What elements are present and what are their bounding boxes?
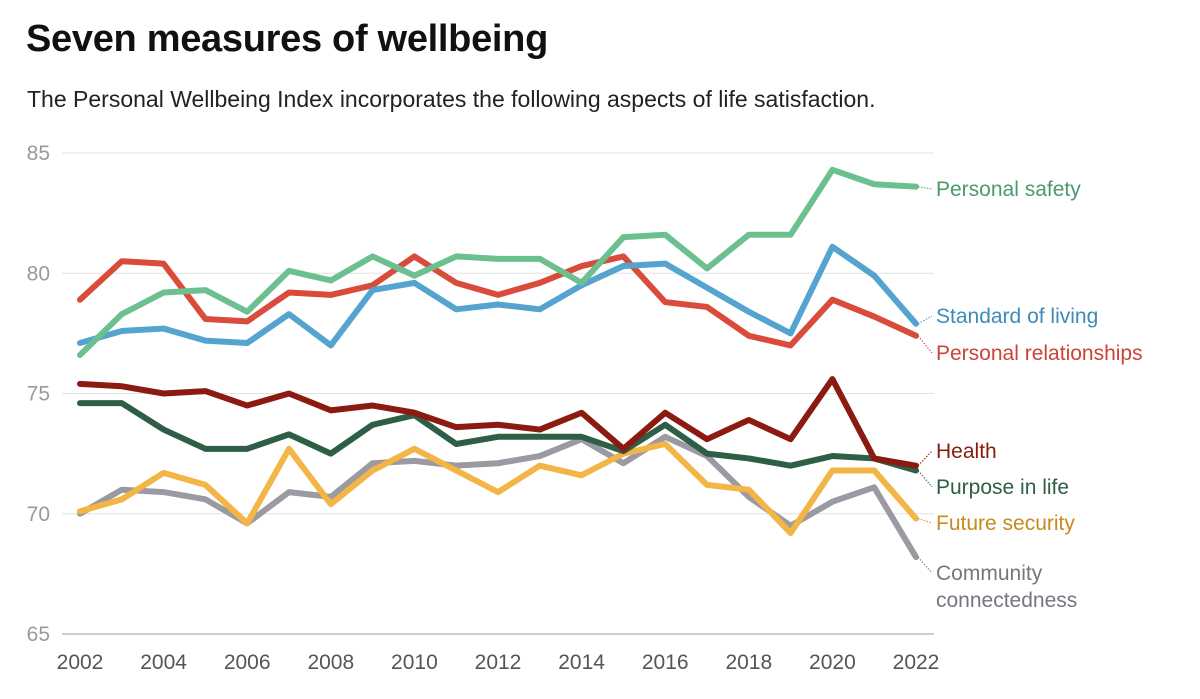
x-tick-label-2008: 2008 [307,651,354,674]
series-line-future-security [77,441,919,536]
series-line-personal-safety [77,166,919,359]
leader-community-connectedness [917,556,933,574]
x-tick-label-2012: 2012 [475,651,522,674]
leader-personal-safety [917,186,933,190]
leader-standard-of-living [917,315,933,325]
series-line-personal-relationships [77,253,919,349]
leader-personal-relationships [917,335,933,354]
series-label-health: Health [936,440,997,463]
series-lines [77,166,919,561]
x-tick-label-2018: 2018 [725,651,772,674]
series-line-standard-of-living [77,243,919,349]
x-axis-ticks: 2002 2004 2006 2008 2010 2012 2014 2016 2018 2020… [57,651,940,674]
y-tick-label-75: 75 [27,383,50,406]
leader-health [917,450,933,466]
y-tick-label-70: 70 [27,503,50,526]
series-line-community-connectedness [77,433,919,561]
series-label-future-security: Future security [936,512,1075,535]
series-label-personal-safety: Personal safety [936,178,1081,201]
x-tick-label-2004: 2004 [140,651,187,674]
x-tick-label-2010: 2010 [391,651,438,674]
x-tick-label-2014: 2014 [558,651,605,674]
leader-future-security [917,518,933,524]
y-tick-label-80: 80 [27,262,50,285]
series-label-personal-relationships: Personal relationships [936,342,1143,365]
chart-subtitle: The Personal Wellbeing Index incorporate… [27,86,876,112]
x-tick-label-2006: 2006 [224,651,271,674]
x-tick-label-2022: 2022 [893,651,940,674]
chart-title: Seven measures of wellbeing [26,18,548,60]
y-axis-ticks: 65 70 75 80 85 [27,142,50,646]
x-tick-label-2016: 2016 [642,651,689,674]
series-line-purpose-in-life [77,400,919,474]
x-tick-label-2020: 2020 [809,651,856,674]
gridlines [62,152,934,635]
series-line-health [77,376,919,469]
y-tick-label-85: 85 [27,142,50,165]
series-label-purpose-in-life: Purpose in life [936,476,1069,499]
series-labels: Personal safety Standard of living Persona… [917,178,1143,612]
x-tick-label-2002: 2002 [57,651,104,674]
leader-purpose-in-life [917,470,933,488]
series-label-community-connectedness: Community connectedness [936,562,1077,612]
y-tick-label-65: 65 [27,623,50,646]
series-label-standard-of-living: Standard of living [936,305,1098,328]
